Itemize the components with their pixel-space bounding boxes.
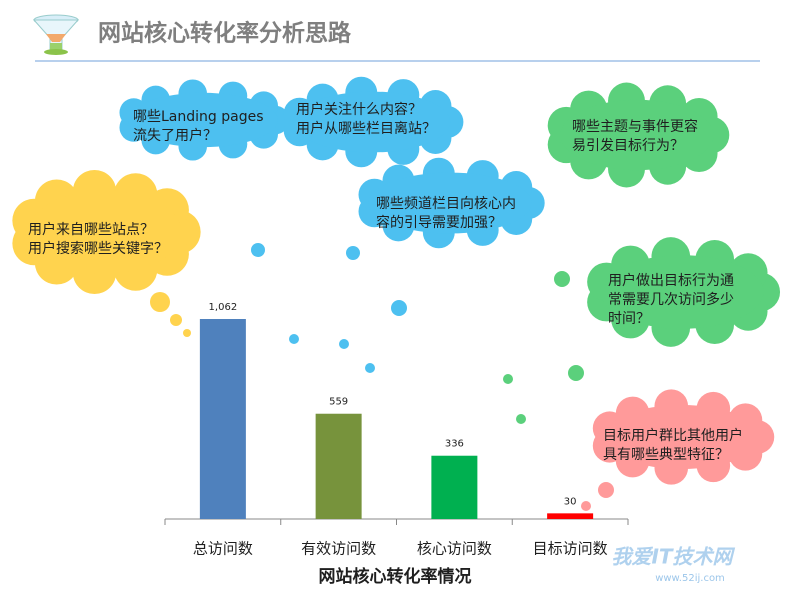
thought-bubble: 用户关注什么内容？ 用户从哪些栏目离站？: [283, 76, 464, 168]
thought-dot: [251, 243, 265, 257]
cloud-body: [28, 190, 182, 274]
thought-dot: [183, 329, 191, 337]
cloud-body: [368, 172, 532, 234]
bar: [199, 319, 246, 519]
funnel-icon: [32, 14, 80, 55]
thought-dot: [516, 414, 526, 424]
thought-dot: [289, 334, 299, 344]
value-label: 336: [445, 439, 464, 450]
bar: [547, 513, 594, 519]
value-label: 559: [329, 397, 348, 408]
thought-dot: [554, 271, 570, 287]
bubble-text: 常需要几次访问多少: [608, 291, 734, 308]
thought-dot: [598, 482, 614, 498]
thought-bubble: 哪些Landing pages 流失了用户？: [119, 79, 290, 161]
thought-dot: [150, 292, 170, 312]
thought-bubble: 用户来自哪些站点？ 用户搜索哪些关键字？: [12, 170, 201, 294]
thought-dot: [581, 501, 591, 511]
value-label: 1,062: [209, 302, 238, 313]
bubble-text: 具有哪些典型特征？: [603, 447, 729, 463]
thought-dot: [391, 300, 407, 316]
x-tick-label: 总访问数: [193, 540, 253, 558]
thought-dot: [568, 365, 584, 381]
x-axis-title: 网站核心转化率情况: [319, 566, 472, 587]
thought-dot: [170, 314, 182, 326]
x-tick-label: 核心访问数: [417, 540, 492, 558]
cloud-body: [603, 405, 761, 469]
slide-title: 网站核心转化率分析思路: [98, 20, 352, 47]
value-label: 30: [564, 496, 577, 507]
watermark-name: 我爱IT技术网: [611, 545, 735, 569]
x-tick-label: 目标访问数: [533, 540, 608, 558]
bar: [431, 455, 478, 519]
bubble-text: 用户搜索哪些关键字？: [28, 240, 168, 257]
bubble-text: 用户从哪些栏目离站？: [296, 120, 436, 137]
bubble-text: 哪些Landing pages: [133, 109, 264, 125]
watermark-url: www.52ij.com: [655, 573, 725, 584]
x-tick-label: 有效访问数: [301, 540, 376, 558]
cloud-body: [293, 91, 451, 153]
bubble-text: 容的引导需要加强？: [376, 214, 502, 231]
bubble-text: 目标用户群比其他用户: [603, 427, 743, 444]
bubble-text: 用户做出目标行为通: [608, 272, 734, 289]
thought-dot: [346, 246, 360, 260]
thought-dot: [503, 374, 513, 384]
bubble-text: 哪些频道栏目向核心内: [376, 196, 516, 212]
bubble-text: 易引发目标行为？: [572, 138, 684, 154]
bubble-text: 用户来自哪些站点？: [28, 221, 154, 238]
bubble-text: 时间？: [608, 311, 650, 327]
bubble-text: 哪些主题与事件更容: [572, 118, 698, 135]
cloud-body: [128, 92, 278, 148]
cloud-body: [600, 255, 764, 329]
bubble-text: 流失了用户？: [133, 127, 217, 144]
cloud-body: [560, 99, 714, 171]
bar: [315, 413, 362, 519]
thought-dot: [339, 339, 349, 349]
thought-dot: [365, 363, 375, 373]
bubble-text: 用户关注什么内容？: [296, 101, 422, 118]
